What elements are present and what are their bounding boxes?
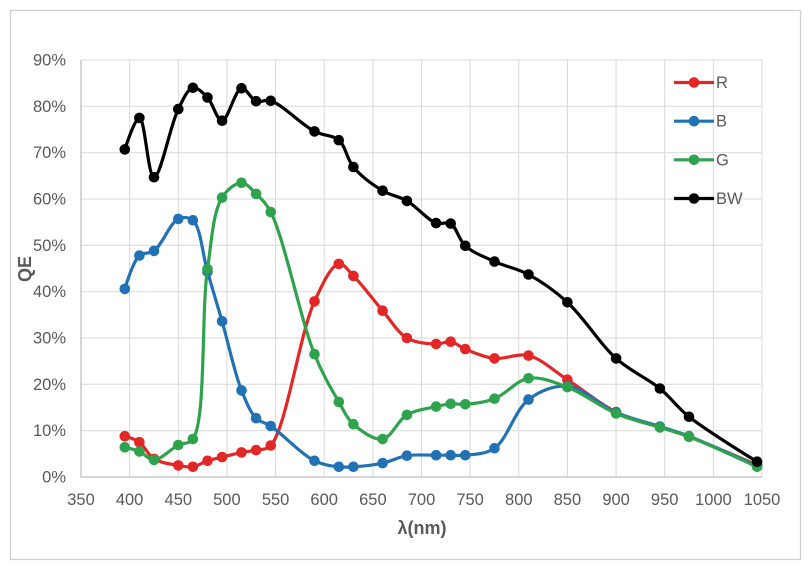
svg-text:60%: 60% (33, 191, 66, 209)
svg-text:550: 550 (262, 491, 290, 509)
svg-text:600: 600 (310, 491, 338, 509)
svg-text:750: 750 (456, 491, 484, 509)
svg-text:10%: 10% (33, 422, 66, 440)
svg-text:QE: QE (15, 256, 35, 282)
svg-text:500: 500 (213, 491, 241, 509)
svg-text:30%: 30% (33, 330, 66, 348)
svg-text:G: G (716, 151, 729, 169)
svg-text:850: 850 (554, 491, 582, 509)
svg-text:450: 450 (165, 491, 193, 509)
svg-text:50%: 50% (33, 237, 66, 255)
svg-text:400: 400 (116, 491, 144, 509)
svg-text:950: 950 (651, 491, 679, 509)
svg-text:70%: 70% (33, 144, 66, 162)
svg-text:800: 800 (505, 491, 533, 509)
svg-text:80%: 80% (33, 98, 66, 116)
svg-text:20%: 20% (33, 376, 66, 394)
svg-text:R: R (716, 74, 728, 92)
svg-text:1000: 1000 (695, 491, 732, 509)
svg-text:350: 350 (67, 491, 95, 509)
svg-text:B: B (716, 113, 727, 131)
svg-text:650: 650 (359, 491, 387, 509)
svg-text:1050: 1050 (744, 491, 781, 509)
svg-text:90%: 90% (33, 52, 66, 70)
svg-text:0%: 0% (42, 469, 66, 487)
svg-text:λ(nm): λ(nm) (398, 518, 447, 538)
svg-text:40%: 40% (33, 283, 66, 301)
svg-text:700: 700 (408, 491, 436, 509)
svg-text:900: 900 (602, 491, 630, 509)
svg-text:BW: BW (716, 190, 743, 208)
